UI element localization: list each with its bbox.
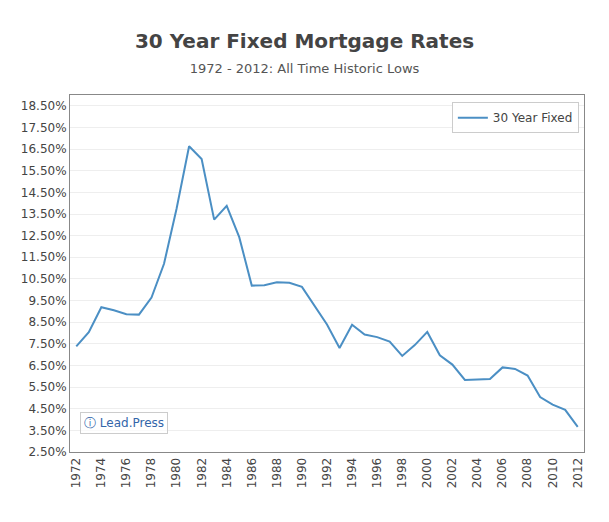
svg-text:1982: 1982 (195, 458, 209, 489)
svg-text:5.50%: 5.50% (28, 380, 66, 394)
svg-text:1986: 1986 (245, 458, 259, 489)
svg-text:2000: 2000 (420, 458, 434, 489)
svg-text:18.50%: 18.50% (21, 99, 67, 113)
svg-text:1976: 1976 (119, 458, 133, 489)
svg-text:2004: 2004 (470, 458, 484, 489)
svg-text:1994: 1994 (345, 458, 359, 489)
svg-text:1978: 1978 (144, 458, 158, 489)
svg-text:30 Year Fixed Mortgage Rates: 30 Year Fixed Mortgage Rates (135, 29, 474, 53)
svg-text:12.50%: 12.50% (21, 229, 67, 243)
svg-text:1972: 1972 (69, 458, 83, 489)
svg-text:16.50%: 16.50% (21, 142, 67, 156)
svg-text:11.50%: 11.50% (21, 250, 67, 264)
svg-text:4.50%: 4.50% (28, 402, 66, 416)
svg-text:1988: 1988 (270, 458, 284, 489)
svg-text:2006: 2006 (495, 458, 509, 489)
svg-text:8.50%: 8.50% (28, 315, 66, 329)
svg-text:1998: 1998 (395, 458, 409, 489)
svg-text:1984: 1984 (220, 458, 234, 489)
svg-text:17.50%: 17.50% (21, 121, 67, 135)
svg-text:1974: 1974 (94, 458, 108, 489)
svg-text:2008: 2008 (520, 458, 534, 489)
svg-text:ⓘ Lead.Press: ⓘ Lead.Press (84, 416, 164, 430)
svg-text:2012: 2012 (571, 458, 585, 489)
svg-text:1990: 1990 (295, 458, 309, 489)
svg-text:14.50%: 14.50% (21, 186, 67, 200)
svg-text:1972 - 2012: All Time Historic: 1972 - 2012: All Time Historic Lows (190, 61, 420, 76)
svg-text:15.50%: 15.50% (21, 164, 67, 178)
svg-text:9.50%: 9.50% (28, 294, 66, 308)
svg-text:10.50%: 10.50% (21, 272, 67, 286)
svg-text:2010: 2010 (546, 458, 560, 489)
svg-text:1980: 1980 (169, 458, 183, 489)
svg-text:3.50%: 3.50% (28, 424, 66, 438)
svg-text:6.50%: 6.50% (28, 359, 66, 373)
svg-text:2.50%: 2.50% (28, 445, 66, 459)
svg-text:1996: 1996 (370, 458, 384, 489)
svg-text:1992: 1992 (320, 458, 334, 489)
svg-text:2002: 2002 (445, 458, 459, 489)
svg-text:7.50%: 7.50% (28, 337, 66, 351)
svg-text:30 Year Fixed: 30 Year Fixed (493, 111, 572, 125)
svg-text:13.50%: 13.50% (21, 207, 67, 221)
